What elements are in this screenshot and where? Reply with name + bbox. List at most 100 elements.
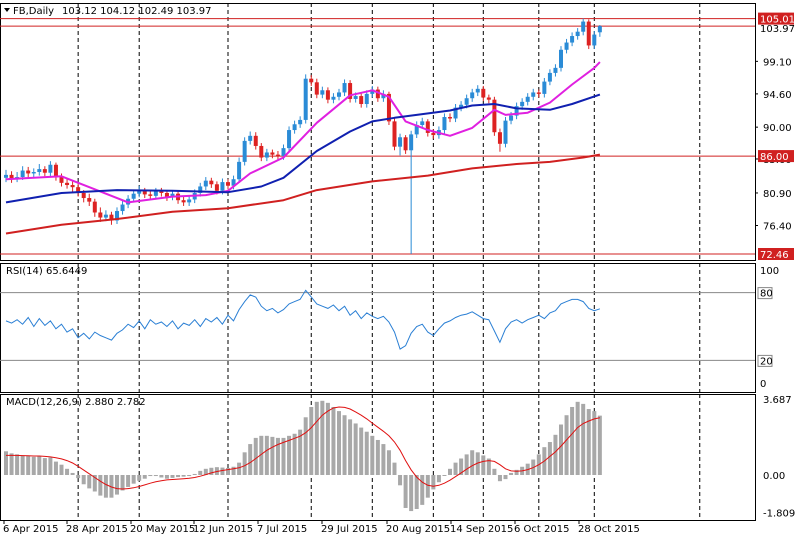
macd-histogram-bar: [492, 468, 497, 475]
macd-histogram-bar: [137, 475, 142, 481]
candle-body-bear: [270, 152, 275, 155]
rsi-title: RSI(14) 65.6449: [6, 266, 87, 277]
macd-histogram-bar: [48, 457, 53, 475]
candle-body-bull: [564, 42, 569, 50]
candle-body-bull: [303, 78, 308, 120]
macd-histogram-bar: [9, 453, 14, 475]
macd-histogram-bar: [176, 475, 181, 478]
candle-body-bull: [592, 34, 597, 46]
macd-histogram-bar: [303, 417, 308, 475]
candle-body-bear: [53, 164, 58, 178]
macd-signal-line: [6, 406, 601, 490]
date-tick-label: 12 Jun 2015: [193, 524, 253, 535]
candle-body-bull: [553, 67, 558, 73]
date-tick-label: 28 Apr 2015: [66, 524, 128, 535]
macd-panel-frame: [0, 394, 756, 521]
symbol-header: FB,Daily 103.12 104.12 102.49 103.97: [4, 6, 212, 17]
candle-body-bear: [536, 92, 541, 94]
candle-body-bull: [187, 199, 192, 203]
macd-histogram-bar: [448, 468, 452, 475]
macd-histogram-bar: [220, 467, 225, 475]
candle-body-bull: [342, 83, 347, 93]
axes-labels: 99.1094.6090.0085.6080.9076.40105.01103.…: [3, 12, 795, 535]
candle-body-bull: [137, 190, 142, 194]
macd-histogram-bar: [81, 475, 86, 485]
macd-histogram-bar: [298, 429, 303, 475]
candle-body-bull: [298, 119, 303, 125]
macd-histogram-bar: [509, 472, 514, 475]
candle-body-bear: [81, 192, 86, 199]
candle-body-bear: [375, 89, 380, 99]
macd-histogram-bar: [198, 470, 203, 475]
rsi-level-box: [757, 354, 773, 367]
candle-body-bull: [198, 186, 203, 193]
price-level-tag-label: 72.46: [760, 250, 789, 261]
candle-body-bear: [497, 132, 502, 144]
price-tick-label: 80.90: [763, 189, 792, 200]
macd-histogram-bar: [464, 454, 469, 475]
candle-body-bull: [398, 137, 403, 147]
candle-body-bear: [348, 83, 353, 99]
macd-histogram-bar: [253, 437, 258, 475]
macd-histogram-bar: [87, 475, 92, 489]
macd-histogram-bar: [320, 400, 325, 475]
candle-body-bull: [409, 134, 414, 151]
macd-histogram-bar: [37, 456, 42, 475]
price-panel-frame: [0, 3, 756, 261]
macd-histogram-bar: [453, 462, 458, 475]
macd-histogram-bar: [142, 475, 147, 479]
macd-histogram-bar: [20, 455, 25, 475]
price-tick-label: 76.40: [763, 222, 792, 233]
rsi-level-box: [757, 287, 773, 300]
candle-body-bull: [353, 96, 358, 99]
macd-histogram-bar: [242, 452, 247, 475]
macd-histogram-bar: [259, 435, 264, 475]
macd-histogram-bar: [131, 475, 136, 484]
candle-body-bear: [26, 170, 31, 174]
macd-histogram-bar: [425, 475, 430, 498]
macd-title: MACD(12,26,9) 2.880 2.782: [6, 397, 146, 408]
macd-histogram-bar: [264, 435, 269, 475]
candle-body-bull: [242, 140, 247, 162]
price-panel[interactable]: [0, 18, 755, 255]
macd-histogram-bar: [237, 462, 242, 475]
candle-body-bull: [381, 93, 386, 99]
macd-histogram-bar: [514, 469, 519, 475]
rsi-tick-label: 20: [760, 356, 773, 367]
macd-histogram-bar: [76, 475, 81, 479]
candle-body-bull: [281, 148, 286, 157]
price-level-tag: [758, 150, 794, 163]
candle-body-bear: [59, 177, 64, 183]
macd-histogram-bar: [170, 475, 175, 478]
macd-histogram-bar: [420, 475, 425, 505]
current-price-label: 103.97: [760, 24, 795, 35]
candle-body-bull: [442, 117, 447, 131]
candle-body-bear: [425, 121, 430, 133]
candle-body-bull: [525, 96, 530, 102]
candle-body-bull: [453, 107, 458, 119]
candle-body-bull: [4, 174, 8, 178]
macd-histogram-bar: [337, 411, 341, 475]
candle-body-bear: [76, 187, 81, 193]
candle-body-bear: [226, 182, 230, 186]
macd-histogram-bar: [314, 401, 319, 475]
candle-body-bull: [370, 89, 375, 94]
macd-histogram-bar: [409, 475, 414, 512]
candle-body-bear: [314, 82, 319, 95]
macd-histogram-bar: [431, 475, 436, 490]
candle-body-bear: [65, 182, 70, 186]
candle-body-bull: [131, 193, 136, 199]
candle-body-bear: [98, 212, 103, 218]
macd-histogram-bar: [392, 462, 397, 475]
dropdown-triangle-icon[interactable]: [4, 8, 10, 12]
candle-body-bull: [337, 92, 341, 97]
candle-body-bull: [170, 193, 175, 197]
macd-histogram-bar: [586, 409, 591, 475]
date-tick-label: 6 Apr 2015: [3, 524, 58, 535]
macd-panel[interactable]: [4, 400, 602, 512]
rsi-tick-label: 80: [760, 289, 773, 300]
macd-histogram-bar: [436, 475, 441, 483]
candle-body-bull: [520, 101, 525, 107]
macd-histogram-bar: [575, 401, 580, 475]
rsi-panel[interactable]: [0, 289, 755, 361]
